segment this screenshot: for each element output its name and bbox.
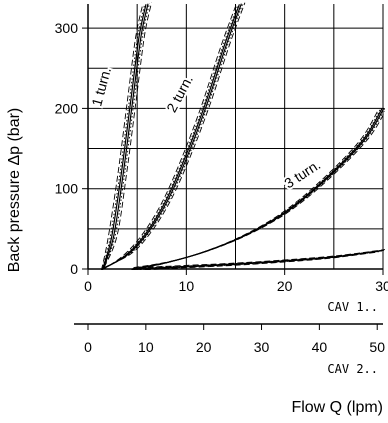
x-axis-2-tick-label: 30 xyxy=(254,339,270,355)
series-1-curve xyxy=(101,2,152,270)
series-2-band-line xyxy=(101,4,239,270)
x-axis-2-tick-label: 10 xyxy=(138,339,154,355)
series-1-band-line xyxy=(102,3,149,269)
series-1-band-line xyxy=(101,4,147,270)
y-tick-label: 200 xyxy=(55,100,79,116)
y-tick-label: 300 xyxy=(55,20,79,36)
series-1-band-line xyxy=(103,3,150,269)
series-4-band-line xyxy=(138,249,385,269)
x-axis-title: Flow Q (lpm) xyxy=(291,399,383,416)
x-axis-1-tick-label: 20 xyxy=(277,278,293,294)
x-axis-1-tick-label: 30 xyxy=(375,278,388,294)
x-axis-2-tick-label: 20 xyxy=(196,339,212,355)
y-tick-label: 0 xyxy=(70,261,78,277)
y-tick-label: 100 xyxy=(55,181,79,197)
series-3-band-line xyxy=(130,109,379,270)
x-axis-1-tick-label: 0 xyxy=(84,278,92,294)
series-4-band-line xyxy=(135,251,379,270)
labels: Back pressure Δp (bar) Flow Q (lpm) CAV … xyxy=(6,63,383,416)
series-3-band-line xyxy=(133,110,385,269)
series-2-curve xyxy=(101,2,246,270)
x-axis-1-caption: CAV 1.. xyxy=(327,300,378,314)
series-4-curve xyxy=(135,249,385,270)
series-1-band-line xyxy=(101,5,143,270)
series-3-band-line xyxy=(131,108,381,270)
series-2-band-line xyxy=(102,4,240,270)
series-1-label: 1 turn. xyxy=(88,65,114,107)
series-2-band-line xyxy=(103,2,246,268)
grid xyxy=(88,4,384,269)
series-2-band-line xyxy=(102,3,242,270)
series-1-band-line xyxy=(103,2,152,268)
y-axis-title: Back pressure Δp (bar) xyxy=(6,108,23,273)
x-axis-2-tick-label: 40 xyxy=(312,339,328,355)
series-3-curve xyxy=(130,107,385,270)
x-axis-2-tick-label: 0 xyxy=(84,339,92,355)
x-axis-1-tick-label: 10 xyxy=(179,278,195,294)
x-axis-2-caption: CAV 2.. xyxy=(327,362,378,376)
series-2-band-line xyxy=(103,3,244,269)
series-2-band-line xyxy=(101,5,237,270)
x-axis-2-tick-label: 50 xyxy=(369,339,385,355)
series-curves xyxy=(101,2,385,270)
